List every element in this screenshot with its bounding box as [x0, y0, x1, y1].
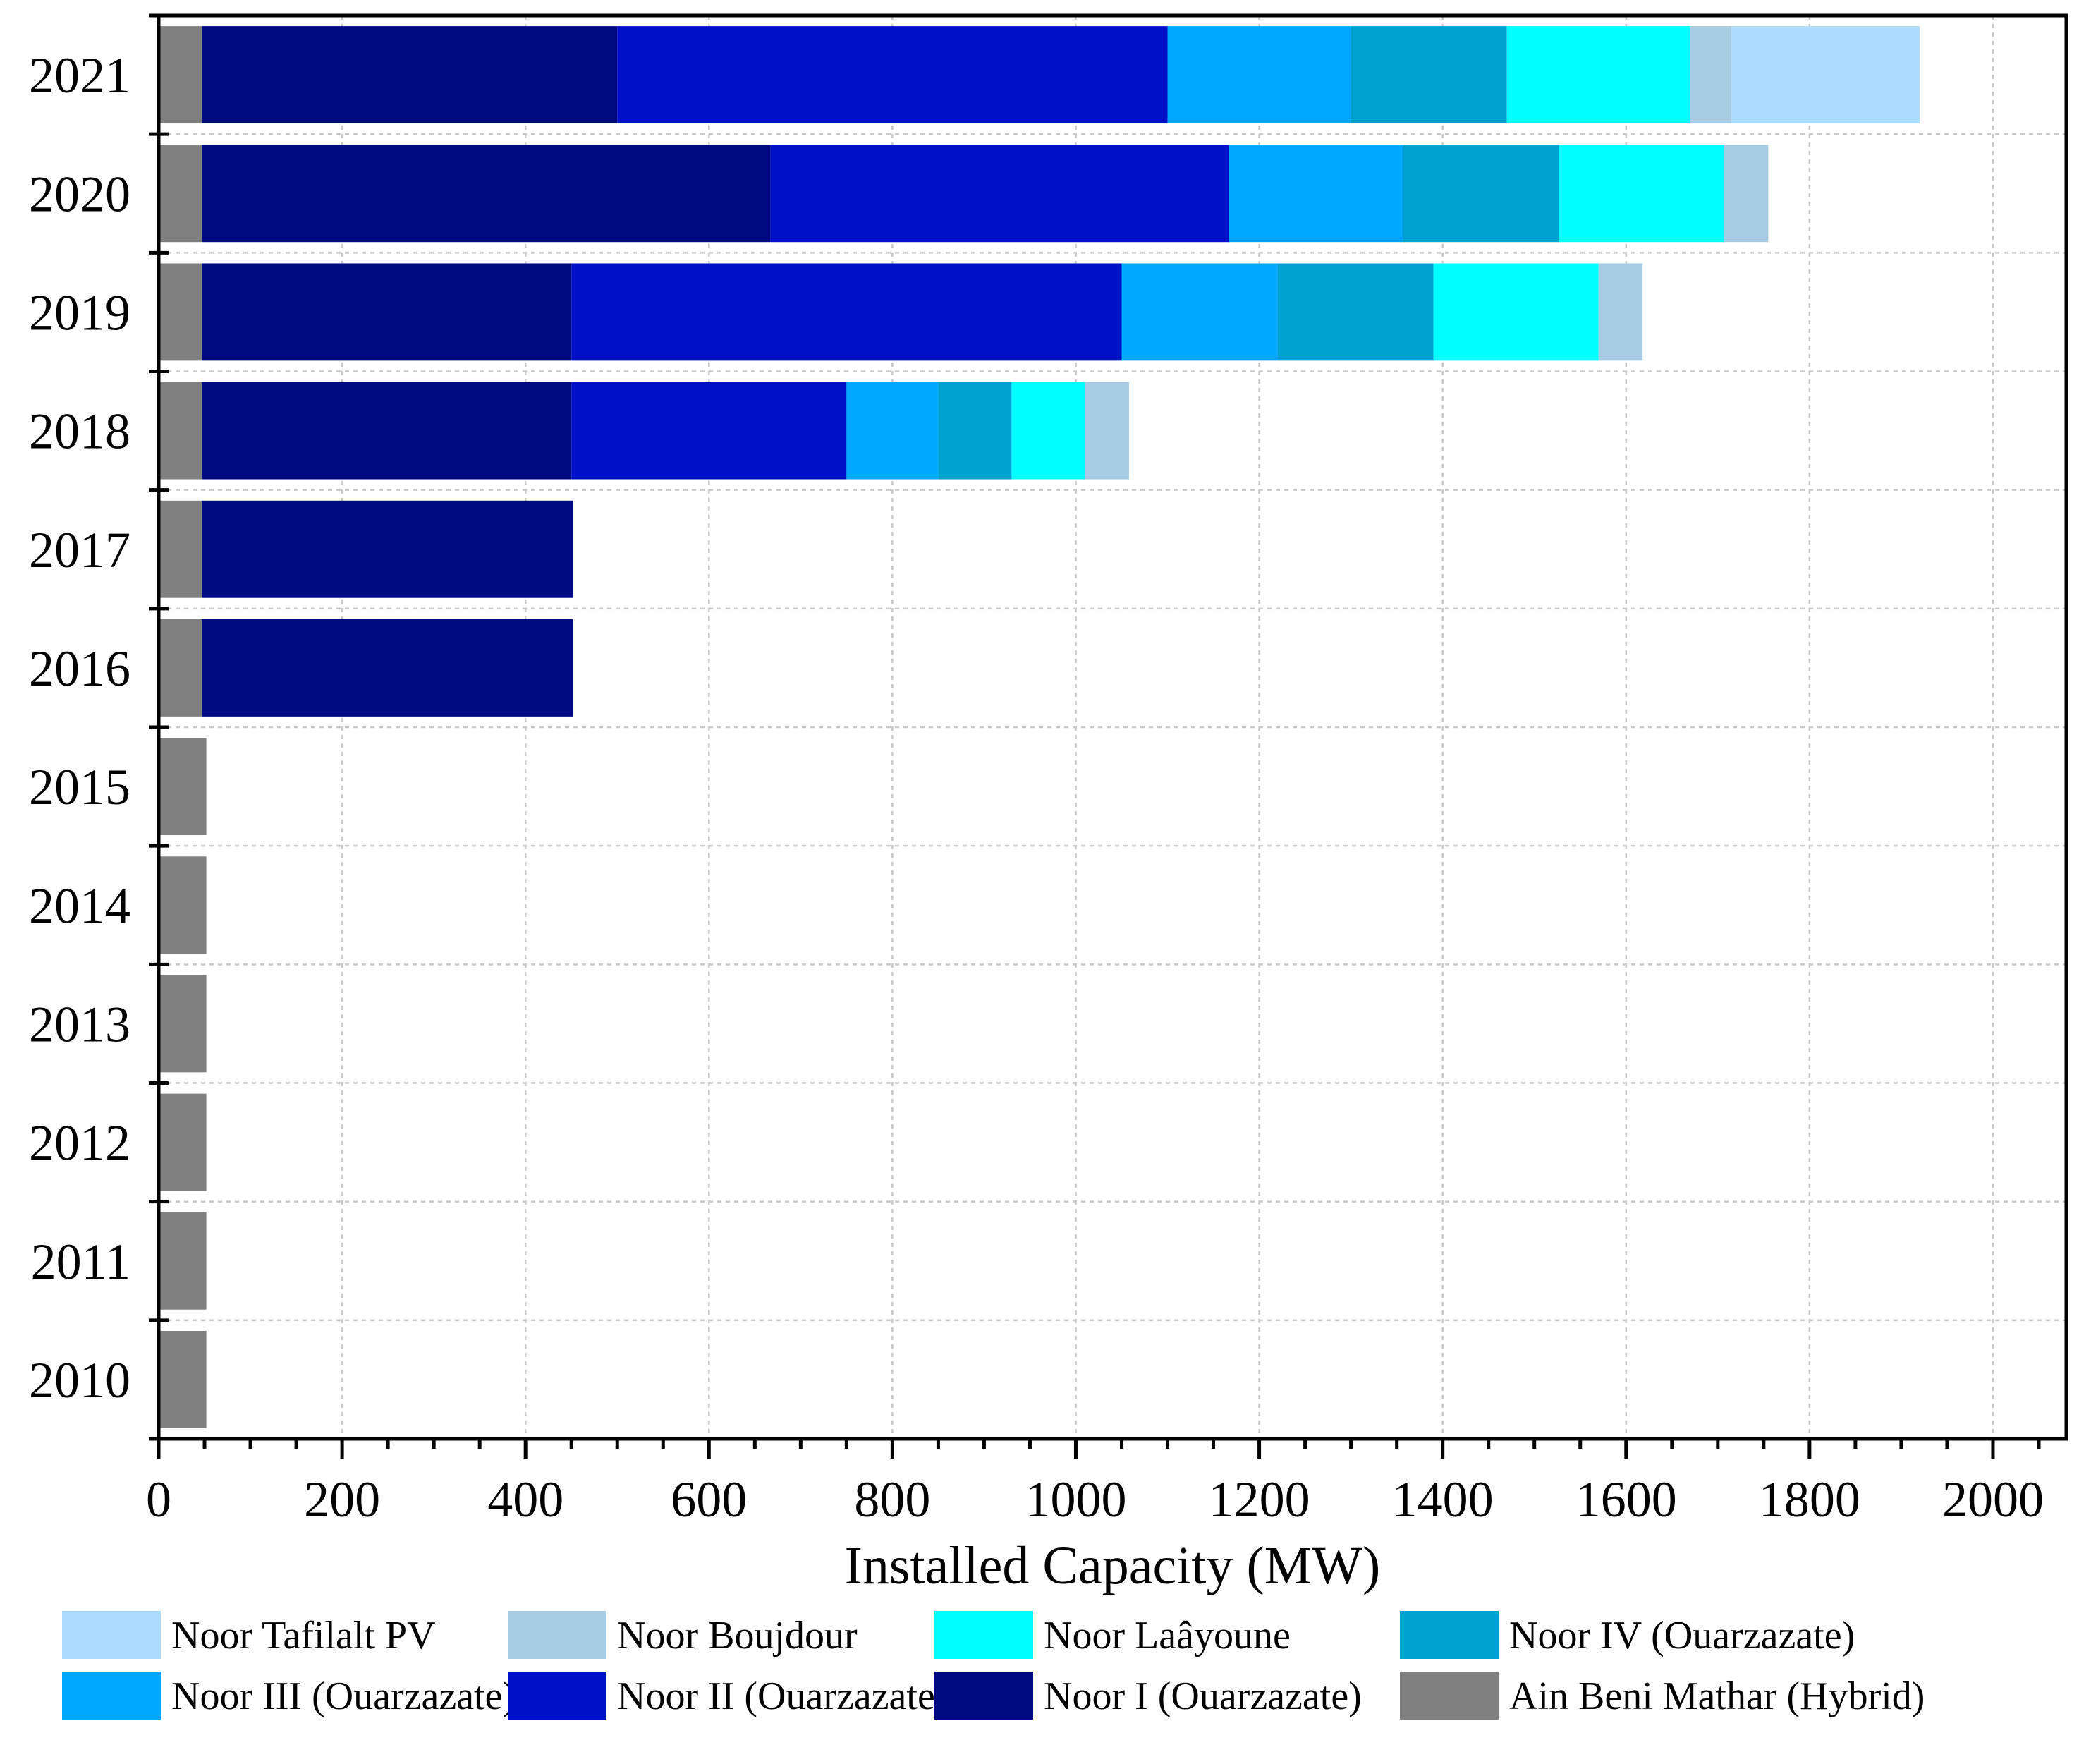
bar-2018-noor-ii-ouarzazate [571, 382, 847, 480]
bar-2012-ain-beni-mathar-hybrid [159, 1093, 207, 1191]
y-tick-label-2011: 2011 [31, 1234, 130, 1290]
legend-swatch-noor-boujdour [508, 1611, 606, 1659]
x-tick-label-2000: 2000 [1942, 1471, 2044, 1528]
y-tick-label-2021: 2021 [29, 47, 130, 104]
y-tick-label-2015: 2015 [29, 759, 130, 815]
bars [159, 26, 1920, 1428]
bar-2017-noor-i-ouarzazate [202, 500, 573, 598]
y-tick-label-2010: 2010 [29, 1352, 130, 1409]
bar-2016-ain-beni-mathar-hybrid [159, 619, 202, 717]
bar-2019-noor-iv-ouarzazate [1277, 263, 1434, 361]
bar-2018-noor-boujdour [1085, 382, 1129, 480]
x-tick-label-1400: 1400 [1392, 1471, 1494, 1528]
y-tick-label-2020: 2020 [29, 166, 130, 222]
legend-swatch-noor-ii-ouarzazate [508, 1672, 606, 1720]
grid [159, 16, 2066, 1439]
x-tick-label-1800: 1800 [1759, 1471, 1860, 1528]
legend-swatch-noor-i-ouarzazate [934, 1672, 1033, 1720]
y-tick-label-2017: 2017 [29, 522, 130, 578]
bar-2021-noor-i-ouarzazate [202, 26, 618, 124]
legend-label-noor-iv-ouarzazate: Noor IV (Ouarzazate) [1509, 1614, 1855, 1657]
bar-2019-ain-beni-mathar-hybrid [159, 263, 202, 361]
legend-swatch-noor-iv-ouarzazate [1400, 1611, 1499, 1659]
bar-2020-noor-ii-ouarzazate [770, 145, 1229, 243]
bar-2020-noor-iii-ouarzazate [1229, 145, 1403, 243]
x-axis-label: Installed Capacity (MW) [845, 1536, 1381, 1595]
bar-2016-noor-i-ouarzazate [202, 619, 573, 717]
y-tick-label-2019: 2019 [29, 284, 130, 341]
bar-2021-noor-iv-ouarzazate [1351, 26, 1507, 124]
bar-2018-ain-beni-mathar-hybrid [159, 382, 202, 480]
legend-label-noor-boujdour: Noor Boujdour [617, 1614, 858, 1657]
bar-2021-noor-tafilalt-pv [1731, 26, 1920, 124]
bar-2019-noor-ii-ouarzazate [571, 263, 1122, 361]
bar-2020-noor-la-youne [1559, 145, 1724, 243]
x-tick-label-600: 600 [671, 1471, 747, 1528]
y-tick-label-2016: 2016 [29, 640, 130, 697]
legend-swatch-noor-la-youne [934, 1611, 1033, 1659]
legend-swatch-noor-iii-ouarzazate [62, 1672, 161, 1720]
bar-2017-ain-beni-mathar-hybrid [159, 500, 202, 598]
bar-2010-ain-beni-mathar-hybrid [159, 1330, 207, 1428]
x-tick-label-800: 800 [854, 1471, 930, 1528]
bar-2019-noor-la-youne [1433, 263, 1599, 361]
legend-label-noor-la-youne: Noor Laâyoune [1044, 1614, 1291, 1657]
bar-2020-ain-beni-mathar-hybrid [159, 145, 202, 243]
y-tick-label-2018: 2018 [29, 403, 130, 460]
legend-label-noor-ii-ouarzazate: Noor II (Ouarzazate) [617, 1674, 948, 1718]
bar-2020-noor-i-ouarzazate [202, 145, 771, 243]
axes: 2021 2020 2019 2018 2017 2016 2015 2014 2013 2012… [29, 13, 2044, 1528]
legend-label-noor-iii-ouarzazate: Noor III (Ouarzazate) [171, 1674, 516, 1718]
bar-2014-ain-beni-mathar-hybrid [159, 856, 207, 954]
bar-2021-noor-boujdour [1690, 26, 1732, 124]
bar-2021-noor-iii-ouarzazate [1167, 26, 1351, 124]
bar-2018-noor-i-ouarzazate [202, 382, 572, 480]
bar-2011-ain-beni-mathar-hybrid [159, 1212, 207, 1310]
bar-2013-ain-beni-mathar-hybrid [159, 975, 207, 1073]
bar-2018-noor-la-youne [1011, 382, 1085, 480]
bar-2018-noor-iii-ouarzazate [846, 382, 939, 480]
bar-2018-noor-iv-ouarzazate [938, 382, 1012, 480]
y-tick-label-2013: 2013 [29, 996, 130, 1052]
y-tick-label-2014: 2014 [29, 877, 130, 934]
bar-2021-noor-la-youne [1506, 26, 1690, 124]
x-tick-label-1200: 1200 [1209, 1471, 1310, 1528]
x-tick-label-200: 200 [304, 1471, 380, 1528]
x-tick-label-0: 0 [146, 1471, 171, 1528]
legend-swatch-ain-beni-mathar-hybrid [1400, 1672, 1499, 1720]
x-tick-label-1600: 1600 [1575, 1471, 1677, 1528]
bar-2019-noor-iii-ouarzazate [1121, 263, 1278, 361]
bar-2019-noor-boujdour [1598, 263, 1643, 361]
y-tick-label-2012: 2012 [29, 1115, 130, 1172]
legend-label-noor-tafilalt-pv: Noor Tafilalt PV [171, 1614, 436, 1657]
bar-2015-ain-beni-mathar-hybrid [159, 738, 207, 836]
bar-2020-noor-boujdour [1724, 145, 1769, 243]
x-tick-label-1000: 1000 [1025, 1471, 1126, 1528]
bar-2021-ain-beni-mathar-hybrid [159, 26, 202, 124]
legend: Noor Tafilalt PV Noor Boujdour Noor Laâyou… [62, 1611, 1925, 1720]
legend-label-ain-beni-mathar-hybrid: Ain Beni Mathar (Hybrid) [1509, 1674, 1925, 1718]
bar-2020-noor-iv-ouarzazate [1403, 145, 1559, 243]
legend-label-noor-i-ouarzazate: Noor I (Ouarzazate) [1044, 1674, 1362, 1718]
bar-2019-noor-i-ouarzazate [202, 263, 572, 361]
bar-2021-noor-ii-ouarzazate [617, 26, 1168, 124]
x-tick-label-400: 400 [487, 1471, 563, 1528]
legend-swatch-noor-tafilalt-pv [62, 1611, 161, 1659]
